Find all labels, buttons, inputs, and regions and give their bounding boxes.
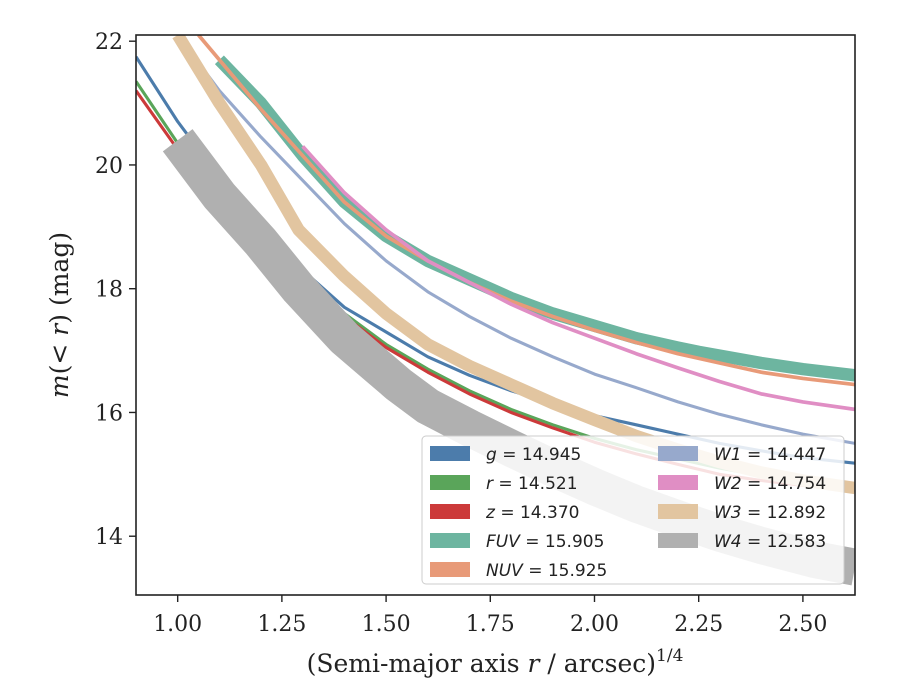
- legend-swatch-W2: [658, 475, 698, 490]
- profile-line-NUV: [197, 35, 855, 386]
- y-tick-label: 20: [95, 154, 123, 179]
- x-tick-label: 2.25: [674, 612, 723, 637]
- legend-label-NUV: NUV = 15.925: [486, 561, 607, 581]
- legend-swatch-g: [430, 446, 470, 461]
- legend: g = 14.945 r = 14.521 z = 14.370 FUV = 15.9…: [421, 435, 845, 585]
- tick-layer: 1.00 1.25 1.50 1.75 2.00 2.25 2.50 14 16 18 20 22: [95, 30, 827, 637]
- y-tick-label: 14: [95, 525, 123, 550]
- legend-swatch-W1: [658, 446, 698, 461]
- legend-label-z: z = 14.370: [485, 503, 579, 523]
- profile-band-W1: [176, 35, 855, 445]
- x-tick-label: 2.50: [778, 612, 827, 637]
- legend-label-W4: W4 = 12.583: [714, 532, 826, 552]
- series-W2: [301, 145, 855, 412]
- legend-swatch-W3: [658, 504, 698, 519]
- profile-band-NUV: [197, 35, 855, 387]
- plot-frame: [135, 34, 856, 596]
- y-tick-label: 16: [95, 401, 123, 426]
- legend-swatch-W4: [658, 533, 698, 548]
- legend-label-r: r = 14.521: [486, 474, 578, 494]
- x-tick-label: 1.50: [362, 612, 411, 637]
- legend-box: [421, 435, 845, 585]
- legend-swatch-FUV: [430, 533, 470, 548]
- y-axis-label: m(< r) (mag): [45, 232, 74, 398]
- legend-label-g: g = 14.945: [486, 445, 581, 465]
- legend-label-W2: W2 = 14.754: [714, 474, 826, 494]
- legend-swatch-r: [430, 475, 470, 490]
- x-tick-label: 2.00: [570, 612, 619, 637]
- legend-label-W1: W1 = 14.447: [714, 445, 826, 465]
- legend-swatch-NUV: [430, 562, 470, 577]
- x-tick-label: 1.75: [466, 612, 515, 637]
- series-NUV: [197, 35, 855, 387]
- x-axis-label: (Semi-major axis r / arcsec)1/4: [307, 646, 684, 678]
- profile-band-W2: [301, 145, 855, 412]
- legend-label-FUV: FUV = 15.905: [486, 532, 604, 552]
- x-tick-label: 1.25: [257, 612, 306, 637]
- legend-label-W3: W3 = 12.892: [714, 503, 826, 523]
- legend-swatch-z: [430, 504, 470, 519]
- series-W1: [176, 35, 855, 445]
- x-tick-label: 1.00: [153, 612, 202, 637]
- y-tick-label: 18: [95, 278, 123, 303]
- y-tick-label: 22: [95, 30, 123, 55]
